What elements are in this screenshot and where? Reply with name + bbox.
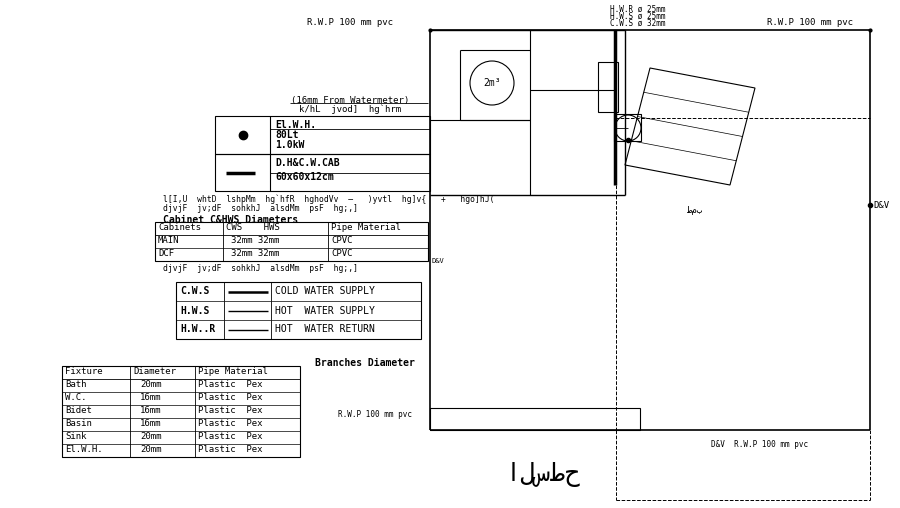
Text: Plastic  Pex: Plastic Pex	[198, 432, 263, 441]
Text: D&V: D&V	[873, 201, 889, 209]
Text: R.W.P 100 mm pvc: R.W.P 100 mm pvc	[307, 18, 393, 27]
Text: C.W.S: C.W.S	[180, 287, 210, 297]
Text: CPVC: CPVC	[331, 249, 353, 258]
Text: CWS    HWS: CWS HWS	[226, 223, 280, 232]
Bar	[430, 408, 640, 430]
Bar	[155, 222, 428, 261]
Text: HOT  WATER SUPPLY: HOT WATER SUPPLY	[275, 305, 375, 315]
Text: Plastic  Pex: Plastic Pex	[198, 393, 263, 402]
Text: H.W.R ø 25mm: H.W.R ø 25mm	[610, 5, 665, 14]
Text: HOT  WATER RETURN: HOT WATER RETURN	[275, 325, 375, 334]
Text: Basin: Basin	[65, 419, 92, 428]
Text: Branches Diameter: Branches Diameter	[315, 358, 415, 368]
Text: السطح: السطح	[506, 462, 580, 487]
Text: 20mm: 20mm	[140, 380, 161, 389]
Text: MAIN: MAIN	[158, 236, 179, 245]
Text: El.W.H.: El.W.H.	[275, 120, 316, 130]
Bar	[614, 114, 641, 141]
Text: 16mm: 16mm	[140, 419, 161, 428]
Text: W.C.: W.C.	[65, 393, 86, 402]
Text: djvjF  jv;dF  sohkhJ  alsdMm  psF  hg;,]: djvjF jv;dF sohkhJ alsdMm psF hg;,]	[163, 264, 358, 273]
Text: 20mm: 20mm	[140, 445, 161, 454]
Text: Bath: Bath	[65, 380, 86, 389]
Text: H.W..R: H.W..R	[180, 325, 215, 334]
Text: R.W.P 100 mm pvc: R.W.P 100 mm pvc	[767, 18, 853, 27]
Text: 16mm: 16mm	[140, 406, 161, 415]
Text: D&V  R.W.P 100 mm pvc: D&V R.W.P 100 mm pvc	[711, 440, 808, 449]
Text: Plastic  Pex: Plastic Pex	[198, 445, 263, 454]
Text: (16mm From Watermeter): (16mm From Watermeter)	[291, 96, 410, 105]
Text: Cabinet C&HWS Diameters: Cabinet C&HWS Diameters	[163, 215, 298, 225]
Text: 60x60x12cm: 60x60x12cm	[275, 172, 334, 182]
Text: 1.0kW: 1.0kW	[275, 140, 304, 150]
Text: 32mm 32mm: 32mm 32mm	[231, 249, 279, 258]
Text: l[I,U  whtD  lshpMm  hg`hfR  hghodVv  –   )yvtl  hg]v{   +   hgo]hJ(: l[I,U whtD lshpMm hg`hfR hghodVv – )yvtl…	[163, 194, 494, 204]
Text: Plastic  Pex: Plastic Pex	[198, 419, 263, 428]
Text: 20mm: 20mm	[140, 432, 161, 441]
Text: Bidet: Bidet	[65, 406, 92, 415]
Text: C.W.S ø 32mm: C.W.S ø 32mm	[610, 19, 665, 28]
Text: 32mm 32mm: 32mm 32mm	[231, 236, 279, 245]
Text: DCF: DCF	[158, 249, 174, 258]
Text: طمب: طمب	[687, 206, 703, 215]
Text: H.W.S: H.W.S	[180, 305, 210, 315]
Bar	[215, 154, 430, 191]
Bar	[598, 62, 618, 112]
Text: djvjF  jv;dF  sohkhJ  alsdMm  psF  hg;,]: djvjF jv;dF sohkhJ alsdMm psF hg;,]	[163, 204, 358, 213]
Text: k/hL  jvod]  hg`hrm: k/hL jvod] hg`hrm	[299, 104, 401, 113]
Text: Plastic  Pex: Plastic Pex	[198, 380, 263, 389]
Text: 2m³: 2m³	[483, 78, 500, 88]
Text: Sink: Sink	[65, 432, 86, 441]
Bar	[62, 366, 300, 457]
Text: CPVC: CPVC	[331, 236, 353, 245]
Text: D.H&C.W.CAB: D.H&C.W.CAB	[275, 158, 339, 168]
Text: Fixture: Fixture	[65, 367, 103, 376]
Text: R.W.P 100 mm pvc: R.W.P 100 mm pvc	[338, 410, 412, 419]
Text: Plastic  Pex: Plastic Pex	[198, 406, 263, 415]
Text: El.W.H.: El.W.H.	[65, 445, 103, 454]
Text: Diameter: Diameter	[133, 367, 176, 376]
Text: H.W.S ø 25mm: H.W.S ø 25mm	[610, 12, 665, 21]
Text: 16mm: 16mm	[140, 393, 161, 402]
Text: D&V: D&V	[432, 258, 445, 264]
Bar	[215, 116, 430, 154]
Text: Pipe Material: Pipe Material	[198, 367, 268, 376]
Bar	[176, 282, 421, 339]
Text: Cabinets: Cabinets	[158, 223, 201, 232]
Text: Pipe Material: Pipe Material	[331, 223, 400, 232]
Text: COLD WATER SUPPLY: COLD WATER SUPPLY	[275, 287, 375, 297]
Text: 80Lt: 80Lt	[275, 130, 299, 140]
